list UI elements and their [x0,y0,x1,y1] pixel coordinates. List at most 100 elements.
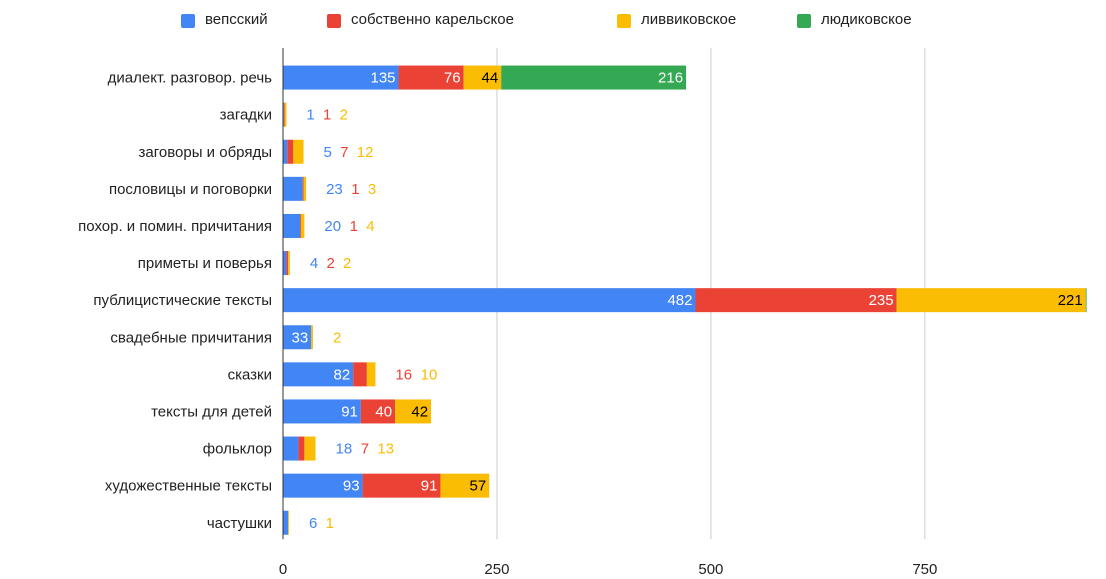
data-label: 82 [333,366,350,383]
data-label: 216 [658,70,683,87]
data-label: 1 [323,107,331,124]
data-label: 6 [309,515,317,532]
bar-segment [283,102,285,127]
data-label: 93 [343,478,360,495]
data-label: 2 [343,255,351,272]
bar-segment [283,510,289,535]
data-label: 5 [324,144,332,161]
data-label: 16 [395,366,412,383]
bar-segment [288,510,289,535]
bar-segment [283,176,303,201]
x-tick-label: 0 [279,561,287,578]
data-label: 57 [470,478,487,495]
data-label: 18 [336,441,353,458]
data-label: 3 [368,181,376,198]
legend-swatch-ludian [797,14,811,28]
data-label: 1 [351,181,359,198]
data-label: 2 [326,255,334,272]
bar-segment [304,436,316,461]
bar-segment [283,251,287,276]
bar-segment [288,251,290,276]
data-label: 235 [869,292,894,309]
legend: вепсский собственно карельское ливвиковс… [0,8,1106,34]
data-label: 4 [366,218,374,235]
bar-segment [283,436,299,461]
data-label: 482 [667,292,692,309]
bar-segment [283,473,363,498]
data-label: 135 [371,70,396,87]
category-label: частушки [207,515,272,532]
category-label: диалект. разговор. речь [108,70,273,87]
bar-segment [287,139,294,164]
bar-segment [695,288,897,313]
bar-segment [283,399,361,424]
data-label: 1 [350,218,358,235]
bar-segment [311,325,313,350]
data-label: 4 [310,255,318,272]
data-label: 33 [292,329,309,346]
bar-segment [463,65,502,90]
legend-swatch-vepsian [181,14,195,28]
data-label: 23 [326,181,343,198]
x-tick-label: 500 [698,561,723,578]
category-label: пословицы и поговорки [109,181,272,198]
data-label: 221 [1058,292,1083,309]
category-label: сказки [228,366,272,383]
axes: 0 250 500 750 диалект. разговор. речь загадки… [78,48,937,578]
data-label: 40 [375,403,392,420]
category-label: художественные тексты [105,478,272,495]
bar-segment [896,288,1086,313]
bar-segment [398,65,464,90]
bar-segment [360,399,396,424]
bar-segment [300,213,305,238]
legend-label-karelian: собственно карельское [351,11,514,28]
bar-segment [362,473,441,498]
legend-label-ludian: людиковское [821,11,912,28]
category-label: приметы и поверья [138,255,272,272]
bar-segment [1085,288,1087,313]
data-label: 44 [482,70,499,87]
category-label: фольклор [203,441,272,458]
data-label: 91 [421,478,438,495]
data-label: 7 [361,441,369,458]
bar-segment [283,325,312,350]
x-tick-label: 750 [912,561,937,578]
bar-segment [300,213,301,238]
bar-segment [283,288,696,313]
bar-segment [283,362,354,387]
category-label: тексты для детей [151,403,272,420]
data-label: 2 [333,329,341,346]
bars: 1357644216112571223132014422482235221133… [283,65,1087,535]
category-label: публицистические тексты [93,292,272,309]
x-tick-label: 250 [484,561,509,578]
legend-label-vepsian: вепсский [205,11,268,28]
bar-segment [283,65,399,90]
data-label: 20 [324,218,341,235]
bar-segment [353,362,367,387]
data-label: 91 [341,403,358,420]
data-label: 1 [326,515,334,532]
bar-segment [440,473,490,498]
data-label: 42 [411,403,428,420]
bar-segment [366,362,376,387]
category-label: заговоры и обряды [139,144,272,161]
legend-swatch-karelian [327,14,341,28]
bar-segment [298,436,305,461]
legend-label-livvi: ливвиковское [641,11,737,28]
data-label: 1 [306,107,314,124]
bar-segment [302,176,304,201]
bar-segment [284,102,287,127]
bar-segment [283,139,288,164]
bar-segment [286,251,289,276]
data-label: 2 [340,107,348,124]
bar-segment [303,176,307,201]
bar-segment [395,399,432,424]
category-label: похор. и помин. причитания [78,218,272,235]
bar-segment [501,65,687,90]
category-label: загадки [220,107,272,124]
legend-swatch-livvi [617,14,631,28]
bar-segment [283,213,301,238]
data-label: 7 [340,144,348,161]
data-label: 12 [357,144,374,161]
